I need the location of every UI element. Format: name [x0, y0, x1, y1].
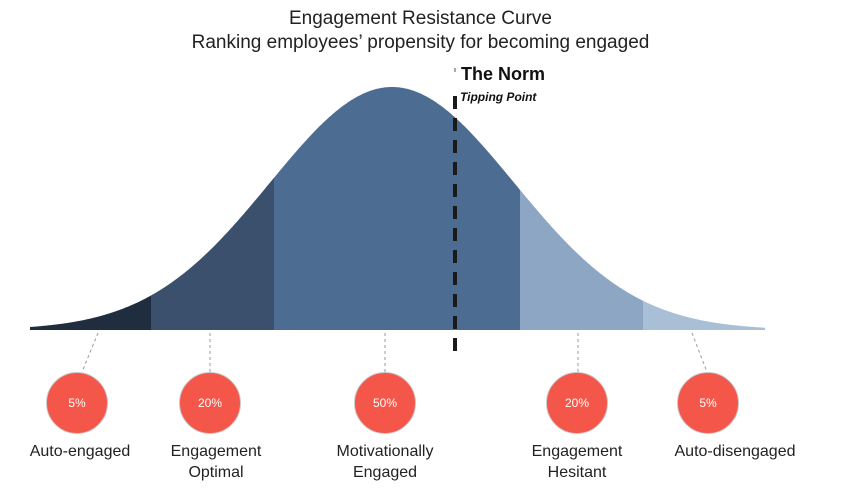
- segment-engagement-hesitant: [520, 189, 643, 330]
- label-line: Engagement: [170, 443, 262, 460]
- tipping-point-label: Tipping Point: [460, 90, 537, 104]
- connector-line: [81, 332, 99, 373]
- connector-line: [691, 332, 708, 373]
- segment-auto-disengaged: [643, 300, 765, 330]
- label-line: Engagement: [531, 443, 623, 460]
- label-line: Hesitant: [547, 464, 607, 481]
- segment-engagement-optimal: [151, 177, 274, 330]
- segment-label-auto-engaged: Auto-engaged: [0, 441, 165, 462]
- segment-label-motivationally-engaged: Motivationally Engaged: [300, 441, 470, 483]
- label-line: Engaged: [352, 464, 418, 481]
- label-line: Auto-engaged: [29, 443, 131, 460]
- diagram-title: Engagement Resistance Curve: [289, 8, 552, 29]
- segment-label-engagement-hesitant: Engagement Hesitant: [492, 441, 662, 483]
- the-norm-label: The Norm: [461, 64, 546, 84]
- percent-bubble-auto-engaged: 5%: [46, 372, 108, 434]
- label-line: Optimal: [188, 464, 244, 481]
- segment-label-engagement-optimal: Engagement Optimal: [131, 441, 301, 483]
- segment-auto-engaged: [30, 295, 151, 330]
- percent-bubble-engagement-optimal: 20%: [179, 372, 241, 434]
- segment-label-auto-disengaged: Auto-disengaged: [650, 441, 820, 462]
- label-line: Motivationally: [336, 443, 434, 460]
- diagram-subtitle: Ranking employees’ propensity for becomi…: [191, 32, 650, 53]
- label-line: Auto-disengaged: [674, 443, 796, 460]
- segment-motivationally-engaged: [274, 87, 520, 330]
- percent-bubble-motivationally-engaged: 50%: [354, 372, 416, 434]
- percent-bubble-engagement-hesitant: 20%: [546, 372, 608, 434]
- percent-bubble-auto-disengaged: 5%: [677, 372, 739, 434]
